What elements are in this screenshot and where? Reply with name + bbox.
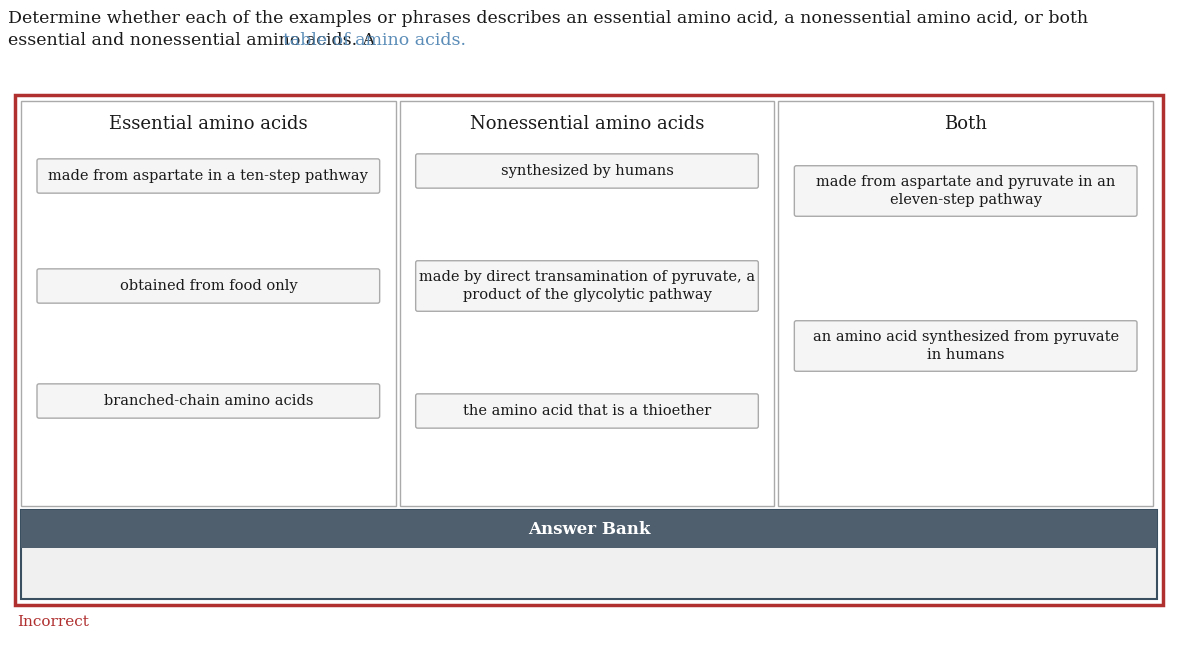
Text: Answer Bank: Answer Bank bbox=[528, 520, 650, 537]
Text: Essential amino acids: Essential amino acids bbox=[110, 115, 307, 133]
Bar bbox=[15, 95, 1163, 605]
Text: synthesized by humans: synthesized by humans bbox=[501, 164, 674, 178]
Text: made from aspartate and pyruvate in an
eleven-step pathway: made from aspartate and pyruvate in an e… bbox=[816, 175, 1116, 207]
Text: made by direct transamination of pyruvate, a
product of the glycolytic pathway: made by direct transamination of pyruvat… bbox=[419, 270, 755, 302]
Text: an amino acid synthesized from pyruvate
in humans: an amino acid synthesized from pyruvate … bbox=[813, 330, 1119, 362]
Text: Incorrect: Incorrect bbox=[16, 615, 88, 629]
Text: branched-chain amino acids: branched-chain amino acids bbox=[104, 394, 313, 408]
FancyBboxPatch shape bbox=[37, 384, 379, 418]
Text: Both: Both bbox=[944, 115, 987, 133]
Bar bbox=[21, 510, 1157, 599]
FancyBboxPatch shape bbox=[416, 394, 759, 428]
FancyBboxPatch shape bbox=[794, 321, 1137, 371]
Bar bbox=[779, 101, 1153, 506]
FancyBboxPatch shape bbox=[37, 159, 379, 193]
Text: Determine whether each of the examples or phrases describes an essential amino a: Determine whether each of the examples o… bbox=[8, 10, 1088, 27]
FancyBboxPatch shape bbox=[794, 166, 1137, 216]
FancyBboxPatch shape bbox=[416, 261, 759, 311]
Text: essential and nonessential amino acids. A: essential and nonessential amino acids. … bbox=[8, 32, 380, 49]
Text: Nonessential amino acids: Nonessential amino acids bbox=[470, 115, 704, 133]
FancyBboxPatch shape bbox=[416, 154, 759, 188]
Bar bbox=[21, 101, 396, 506]
Bar bbox=[21, 510, 1157, 548]
Text: table of amino acids.: table of amino acids. bbox=[283, 32, 466, 49]
Text: made from aspartate in a ten-step pathway: made from aspartate in a ten-step pathwa… bbox=[48, 169, 369, 183]
Bar bbox=[399, 101, 774, 506]
Text: the amino acid that is a thioether: the amino acid that is a thioether bbox=[463, 404, 712, 418]
FancyBboxPatch shape bbox=[37, 269, 379, 303]
Text: obtained from food only: obtained from food only bbox=[119, 279, 297, 293]
